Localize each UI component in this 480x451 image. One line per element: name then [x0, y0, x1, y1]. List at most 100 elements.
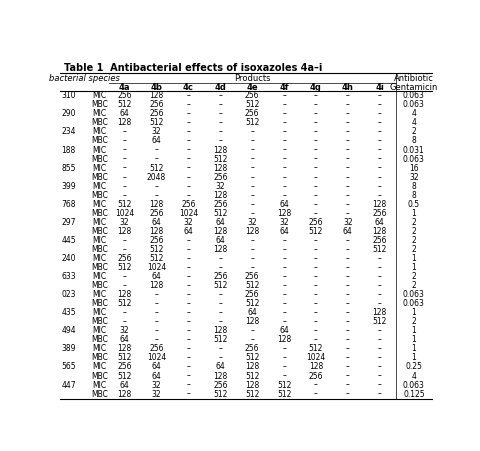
Text: MIC: MIC — [92, 254, 107, 263]
Text: 256: 256 — [118, 363, 132, 372]
Text: –: – — [282, 128, 286, 137]
Text: –: – — [155, 308, 158, 317]
Text: –: – — [155, 146, 158, 155]
Text: 565: 565 — [61, 363, 76, 372]
Text: Antibiotic: Antibiotic — [394, 74, 434, 83]
Text: –: – — [314, 119, 318, 128]
Text: –: – — [250, 164, 254, 173]
Text: –: – — [346, 146, 350, 155]
Text: –: – — [378, 390, 382, 399]
Text: MBC: MBC — [91, 191, 108, 200]
Text: –: – — [187, 263, 191, 272]
Text: –: – — [187, 354, 191, 363]
Text: 64: 64 — [120, 336, 130, 345]
Text: –: – — [123, 272, 127, 281]
Text: MBC: MBC — [91, 354, 108, 363]
Text: –: – — [123, 281, 127, 290]
Text: –: – — [346, 164, 350, 173]
Text: 290: 290 — [61, 110, 76, 118]
Text: –: – — [378, 290, 382, 299]
Text: –: – — [250, 155, 254, 164]
Text: 256: 256 — [213, 173, 228, 182]
Text: 2: 2 — [411, 245, 416, 254]
Text: –: – — [187, 317, 191, 326]
Text: –: – — [346, 263, 350, 272]
Text: –: – — [378, 100, 382, 109]
Text: –: – — [378, 299, 382, 308]
Text: –: – — [187, 137, 191, 146]
Text: –: – — [218, 119, 222, 128]
Text: 1: 1 — [411, 263, 416, 272]
Text: 256: 256 — [149, 110, 164, 118]
Text: –: – — [282, 119, 286, 128]
Text: 128: 128 — [149, 227, 164, 236]
Text: –: – — [378, 272, 382, 281]
Text: 512: 512 — [245, 354, 259, 363]
Text: –: – — [314, 146, 318, 155]
Text: –: – — [346, 128, 350, 137]
Text: 128: 128 — [149, 200, 164, 209]
Text: –: – — [218, 263, 222, 272]
Text: 64: 64 — [152, 218, 161, 227]
Text: 0.063: 0.063 — [403, 91, 425, 100]
Text: –: – — [346, 254, 350, 263]
Text: –: – — [378, 173, 382, 182]
Text: 297: 297 — [61, 218, 76, 227]
Text: –: – — [314, 390, 318, 399]
Text: 1: 1 — [411, 308, 416, 317]
Text: MBC: MBC — [91, 137, 108, 146]
Text: –: – — [314, 200, 318, 209]
Text: –: – — [123, 146, 127, 155]
Text: 256: 256 — [245, 290, 260, 299]
Text: –: – — [123, 155, 127, 164]
Text: –: – — [282, 146, 286, 155]
Text: –: – — [282, 299, 286, 308]
Text: –: – — [123, 128, 127, 137]
Text: 234: 234 — [61, 128, 76, 137]
Text: –: – — [155, 336, 158, 345]
Text: 64: 64 — [152, 363, 161, 372]
Text: –: – — [250, 191, 254, 200]
Text: 32: 32 — [247, 218, 257, 227]
Text: –: – — [123, 191, 127, 200]
Text: 128: 128 — [213, 146, 228, 155]
Text: 256: 256 — [245, 345, 260, 354]
Text: –: – — [346, 381, 350, 390]
Text: 512: 512 — [309, 227, 323, 236]
Text: 310: 310 — [61, 91, 76, 100]
Text: –: – — [187, 327, 191, 335]
Text: –: – — [378, 191, 382, 200]
Text: –: – — [378, 182, 382, 191]
Text: –: – — [314, 128, 318, 137]
Text: –: – — [378, 354, 382, 363]
Text: 512: 512 — [149, 245, 164, 254]
Text: 2: 2 — [411, 236, 416, 245]
Text: –: – — [346, 100, 350, 109]
Text: –: – — [378, 372, 382, 381]
Text: 512: 512 — [118, 100, 132, 109]
Text: MIC: MIC — [92, 236, 107, 245]
Text: 256: 256 — [372, 236, 387, 245]
Text: –: – — [250, 209, 254, 218]
Text: MBC: MBC — [91, 119, 108, 128]
Text: MIC: MIC — [92, 110, 107, 118]
Text: –: – — [250, 182, 254, 191]
Text: –: – — [187, 299, 191, 308]
Text: 0.063: 0.063 — [403, 155, 425, 164]
Text: 512: 512 — [118, 372, 132, 381]
Text: –: – — [378, 164, 382, 173]
Text: –: – — [250, 173, 254, 182]
Text: 512: 512 — [149, 164, 164, 173]
Text: 4: 4 — [411, 119, 416, 128]
Text: –: – — [187, 254, 191, 263]
Text: –: – — [314, 381, 318, 390]
Text: –: – — [346, 290, 350, 299]
Text: –: – — [155, 155, 158, 164]
Text: 128: 128 — [277, 336, 291, 345]
Text: –: – — [378, 119, 382, 128]
Text: 256: 256 — [149, 209, 164, 218]
Text: MIC: MIC — [92, 91, 107, 100]
Text: 512: 512 — [118, 263, 132, 272]
Text: –: – — [346, 119, 350, 128]
Text: –: – — [314, 155, 318, 164]
